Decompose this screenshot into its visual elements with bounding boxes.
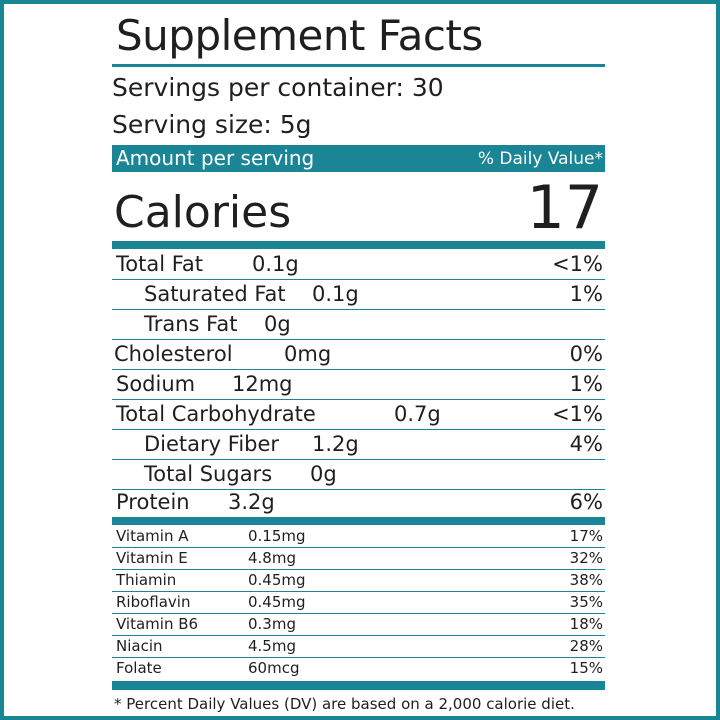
nutrient-name: Total Sugars: [144, 462, 273, 486]
nutrient-amount: 0.7g: [394, 402, 441, 426]
nutrient-row: Cholesterol 0mg 0%: [112, 339, 605, 370]
nutrient-dv: <1%: [552, 252, 603, 276]
calories-rule: [112, 241, 605, 249]
label-title: Supplement Facts: [116, 11, 483, 60]
nutrient-amount: 12mg: [232, 372, 293, 396]
nutrient-row: Dietary Fiber 1.2g 4%: [112, 429, 605, 460]
nutrient-amount: 0.1g: [312, 282, 359, 306]
nutrient-row: Sodium 12mg 1%: [112, 369, 605, 400]
nutrient-dv: 1%: [569, 372, 603, 396]
vitamin-dv: 35%: [569, 593, 603, 611]
nutrient-name: Total Carbohydrate: [116, 402, 316, 426]
nutrient-name: Dietary Fiber: [144, 432, 280, 456]
serving-size: Serving size: 5g: [112, 110, 312, 139]
vitamin-dv: 28%: [569, 637, 603, 655]
vitamin-name: Folate: [116, 659, 162, 677]
nutrient-row: Trans Fat 0g: [112, 309, 605, 340]
nutrient-name: Cholesterol: [114, 342, 233, 366]
vitamin-row: Thiamin 0.45mg 38%: [112, 569, 605, 592]
vitamin-dv: 38%: [569, 571, 603, 589]
nutrient-row: Saturated Fat 0.1g 1%: [112, 279, 605, 310]
nutrient-amount: 0g: [264, 312, 291, 336]
nutrient-dv: 1%: [569, 282, 603, 306]
vitamin-amount: 0.15mg: [248, 527, 306, 545]
vitamin-dv: 32%: [569, 549, 603, 567]
nutrient-dv: 4%: [569, 432, 603, 456]
nutrient-amount: 0g: [310, 462, 337, 486]
vitamin-name: Vitamin A: [116, 527, 189, 545]
nutrient-dv: <1%: [552, 402, 603, 426]
nutrient-amount: 0mg: [284, 342, 332, 366]
vitamin-name: Vitamin E: [116, 549, 188, 567]
amount-header-label: Amount per serving: [116, 146, 315, 170]
daily-value-header-label: % Daily Value*: [477, 149, 603, 169]
footer-rule: [112, 681, 605, 690]
title-rule: [112, 64, 605, 67]
nutrient-row: Total Fat 0.1g <1%: [112, 249, 605, 280]
vitamin-dv: 18%: [569, 615, 603, 633]
footnote: * Percent Daily Values (DV) are based on…: [114, 695, 575, 713]
vitamin-amount: 4.8mg: [248, 549, 296, 567]
vitamin-row: Folate 60mcg 15%: [112, 657, 605, 679]
nutrient-name: Protein: [116, 490, 190, 514]
nutrient-amount: 1.2g: [312, 432, 359, 456]
vitamin-row: Vitamin E 4.8mg 32%: [112, 547, 605, 570]
vitamin-row: Vitamin B6 0.3mg 18%: [112, 613, 605, 636]
vitamin-dv: 15%: [569, 659, 603, 677]
vitamin-amount: 0.45mg: [248, 571, 306, 589]
vitamin-amount: 60mcg: [248, 659, 300, 677]
vitamin-amount: 4.5mg: [248, 637, 296, 655]
vitamin-name: Thiamin: [116, 571, 177, 589]
nutrient-name: Trans Fat: [144, 312, 238, 336]
nutrient-name: Sodium: [116, 372, 196, 396]
vitamin-name: Vitamin B6: [116, 615, 199, 633]
nutrient-dv: 6%: [569, 490, 603, 514]
vitamin-row: Vitamin A 0.15mg 17%: [112, 525, 605, 548]
nutrient-name: Saturated Fat: [144, 282, 286, 306]
vitamin-name: Niacin: [116, 637, 163, 655]
nutrient-row: Total Carbohydrate 0.7g <1%: [112, 399, 605, 430]
amount-per-serving-header: Amount per serving % Daily Value*: [112, 145, 605, 172]
nutrient-amount: 0.1g: [252, 252, 299, 276]
nutrient-name: Total Fat: [116, 252, 203, 276]
servings-per-container: Servings per container: 30: [112, 73, 444, 102]
vitamin-row: Riboflavin 0.45mg 35%: [112, 591, 605, 614]
vitamin-amount: 0.3mg: [248, 615, 296, 633]
nutrient-row: Protein 3.2g 6%: [112, 487, 605, 517]
calories-label: Calories: [114, 187, 292, 238]
vitamin-dv: 17%: [569, 527, 603, 545]
protein-rule: [112, 517, 605, 525]
nutrient-dv: 0%: [569, 342, 603, 366]
vitamin-name: Riboflavin: [116, 593, 191, 611]
nutrient-amount: 3.2g: [228, 490, 275, 514]
calories-value: 17: [526, 173, 603, 243]
nutrient-row: Total Sugars 0g: [112, 459, 605, 490]
vitamin-row: Niacin 4.5mg 28%: [112, 635, 605, 658]
vitamin-amount: 0.45mg: [248, 593, 306, 611]
